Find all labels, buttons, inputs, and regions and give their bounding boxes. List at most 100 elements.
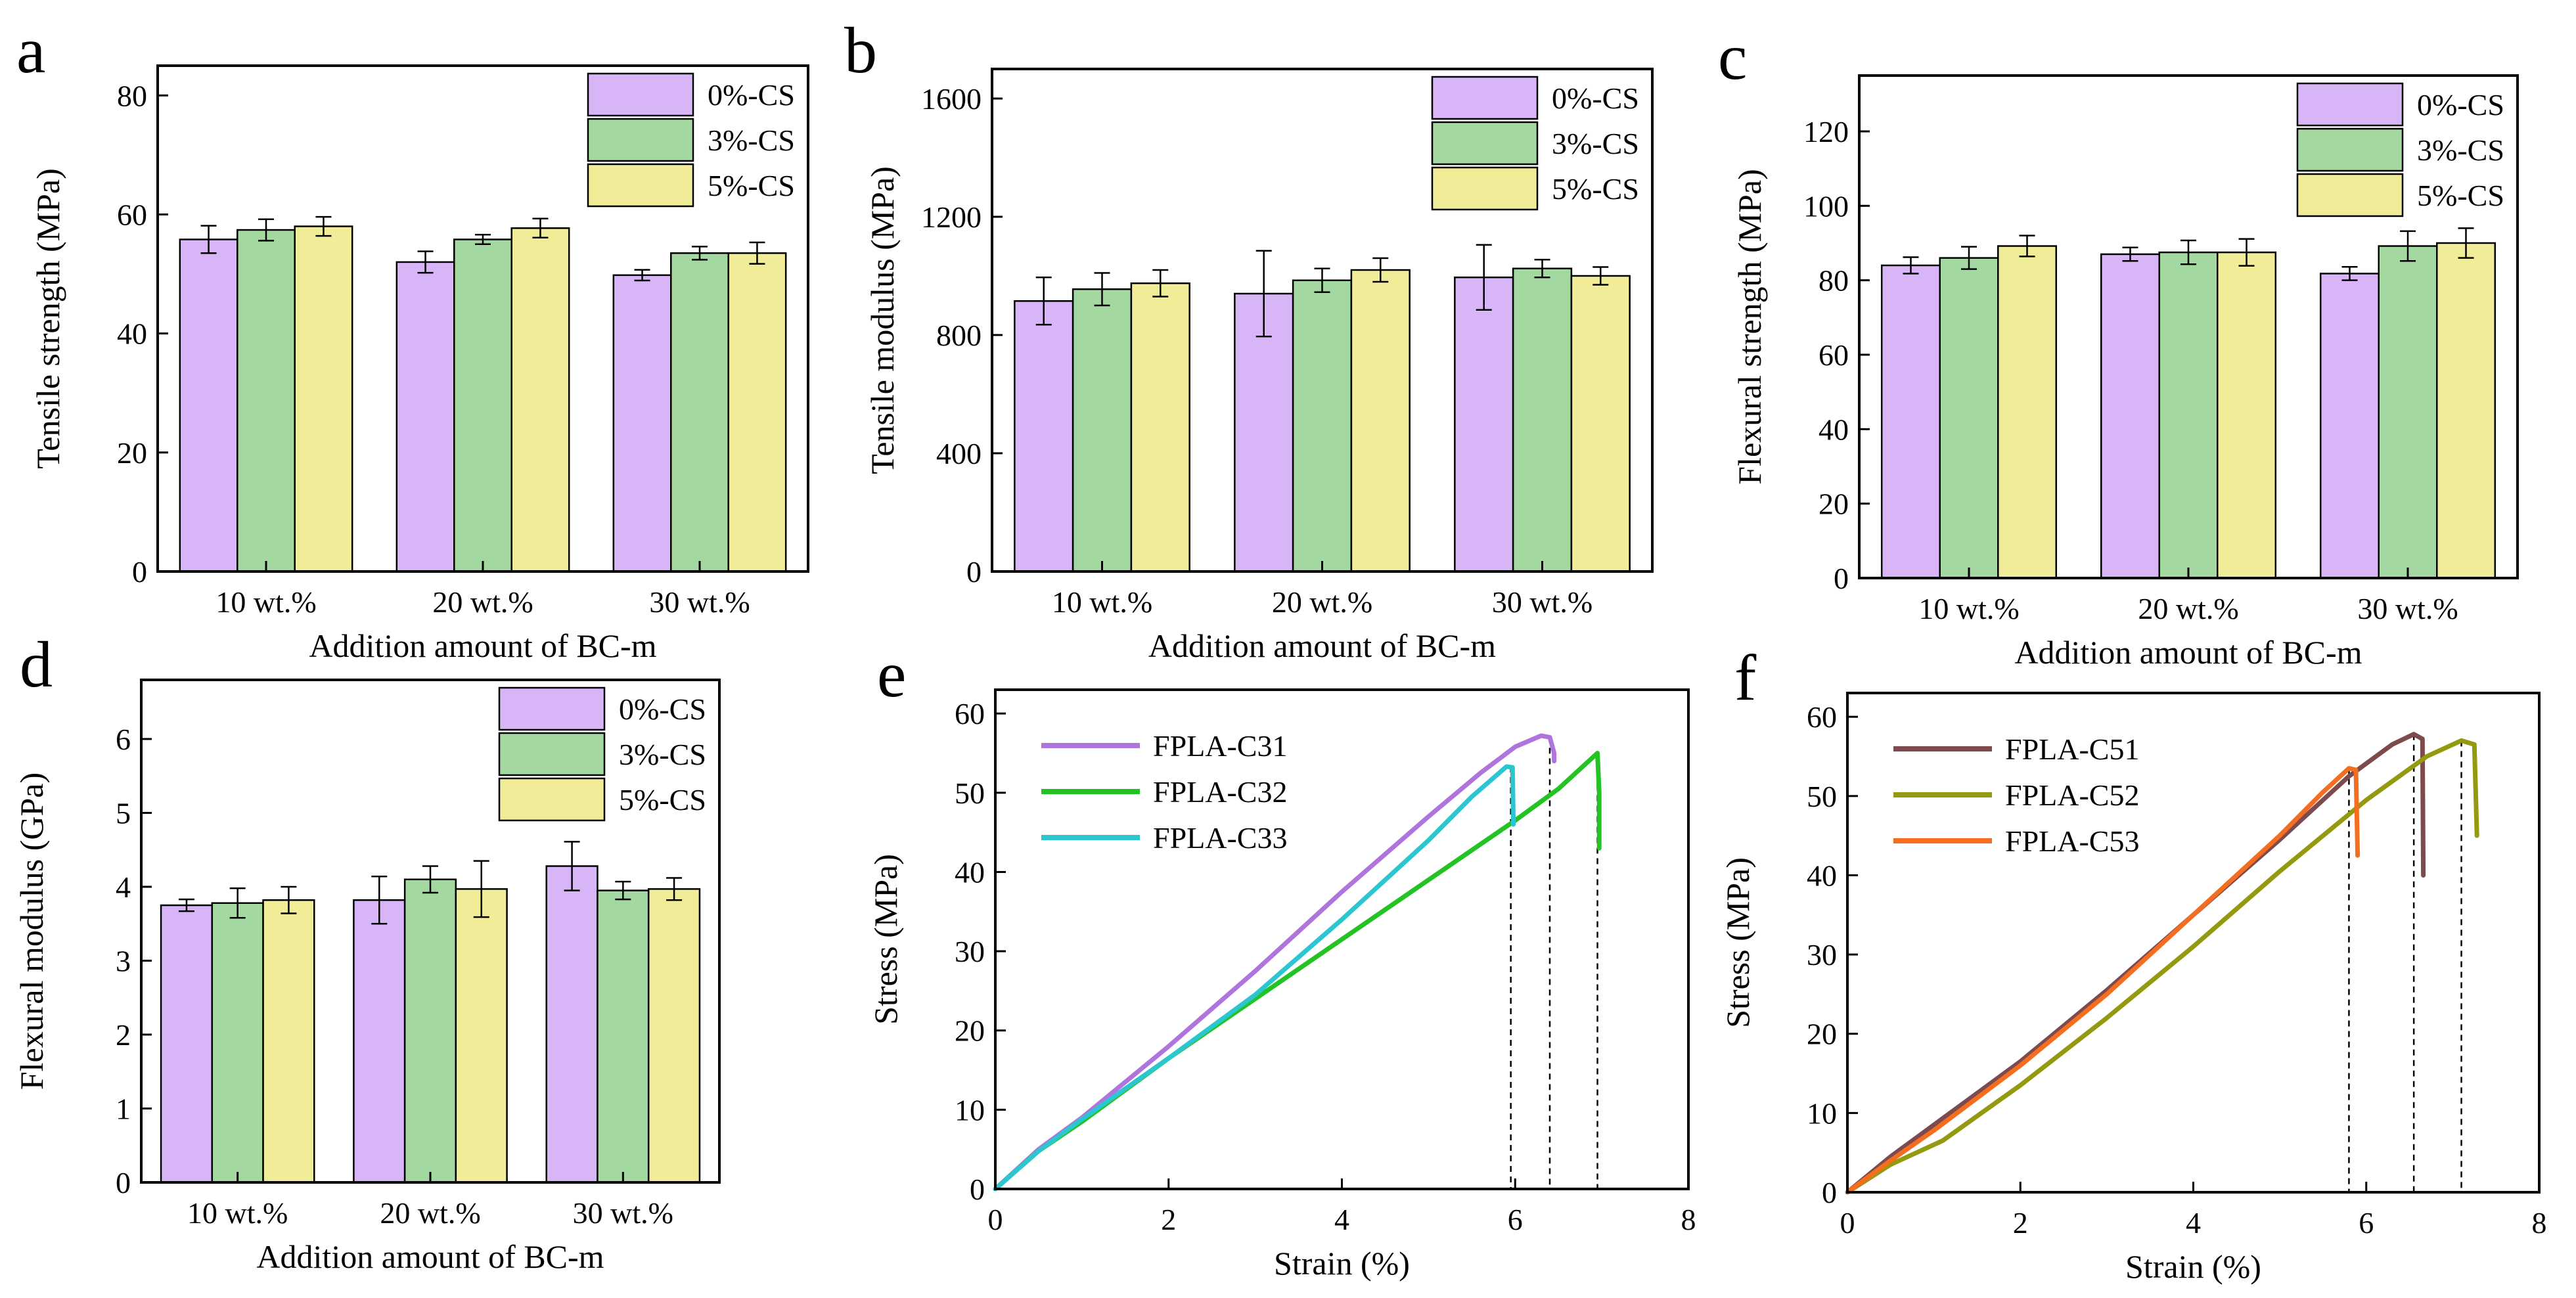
y-tick-label: 60 (1807, 700, 1837, 734)
panel-letter: f (1734, 641, 1757, 714)
y-axis-title: Tensile strength (MPa) (30, 168, 66, 469)
y-tick-label: 10 (1807, 1096, 1837, 1130)
y-tick-label: 50 (955, 776, 985, 810)
x-axis-title: Strain (%) (1274, 1245, 1410, 1282)
legend-swatch (587, 72, 694, 117)
chart-panel-b: b 0 400 800 1200 1600 Tensile modulus (MPa) 10 … (844, 14, 1654, 664)
y-tick-label: 40 (1807, 859, 1837, 892)
legend-label: FPLA-C32 (1153, 775, 1287, 809)
y-tick-label: 30 (955, 935, 985, 968)
bar (294, 225, 353, 573)
bar (1939, 257, 1999, 579)
bar (727, 252, 787, 573)
bar (2100, 253, 2160, 579)
plot-frame-a (156, 64, 809, 573)
y-tick-label: 0 (116, 1166, 131, 1199)
y-tick-label: 40 (1819, 413, 1849, 446)
y-tick-label: 1600 (921, 82, 982, 116)
bar (262, 899, 315, 1184)
y-tick-label: 4 (116, 870, 131, 904)
y-axis-title: Flexural modulus (GPa) (13, 772, 50, 1090)
y-tick-label: 0 (1834, 562, 1849, 595)
legend-label: 5%-CS (2417, 179, 2504, 212)
x-tick-label: 8 (1681, 1203, 1696, 1236)
bar (1512, 267, 1573, 573)
bar (395, 261, 455, 573)
series-line (993, 751, 1602, 1192)
legend-swatch (498, 686, 606, 731)
y-tick-label: 80 (1819, 264, 1849, 298)
panel-letter: d (20, 628, 53, 701)
legend-label: 5%-CS (619, 783, 706, 817)
y-tick-label: 60 (1819, 338, 1849, 372)
x-tick-label: 4 (1334, 1203, 1349, 1236)
x-tick-label: 10 wt.% (1052, 585, 1152, 619)
x-tick-label: 4 (2186, 1206, 2201, 1240)
bar (545, 865, 599, 1184)
bar (1014, 300, 1074, 573)
bar (612, 274, 672, 573)
legend-label: FPLA-C51 (2005, 732, 2139, 766)
x-tick-label: 10 wt.% (187, 1196, 288, 1230)
legend-swatch (587, 163, 694, 208)
legend-swatch (1431, 166, 1539, 211)
legend-label: FPLA-C52 (2005, 778, 2139, 812)
y-tick-label: 20 (117, 436, 147, 470)
bar (237, 229, 296, 573)
bar (2158, 251, 2219, 579)
legend-swatch (1431, 121, 1539, 166)
bar (2217, 251, 2277, 579)
legend-label: 3%-CS (708, 123, 795, 157)
y-tick-label: 120 (1803, 115, 1849, 148)
chart-panel-a: a 0 20 40 60 80 Tensile strength (MPa) 10 wt.% 2… (16, 14, 809, 664)
x-tick-label: 10 wt.% (215, 585, 316, 619)
bar (1880, 264, 1941, 579)
legend-swatch (498, 777, 606, 822)
y-tick-label: 40 (117, 317, 147, 351)
y-tick-label: 20 (955, 1014, 985, 1048)
legend-swatch (498, 732, 606, 776)
legend-swatch (2296, 82, 2404, 127)
y-tick-label: 800 (936, 319, 982, 352)
x-tick-label: 30 wt.% (2357, 592, 2458, 625)
legend-label: FPLA-C31 (1153, 729, 1287, 763)
bar (211, 902, 264, 1184)
y-tick-label: 60 (117, 198, 147, 231)
y-tick-label: 0 (966, 555, 982, 589)
y-tick-label: 40 (955, 855, 985, 889)
x-tick-label: 0 (1840, 1206, 1855, 1240)
legend-label: 3%-CS (2417, 133, 2504, 167)
y-tick-label: 400 (936, 437, 982, 470)
plot-frame-f (1846, 692, 2541, 1194)
y-tick-label: 6 (116, 723, 131, 756)
x-axis-title: Strain (%) (2125, 1248, 2261, 1285)
y-tick-label: 20 (1807, 1018, 1837, 1051)
x-tick-label: 20 wt.% (432, 585, 533, 619)
bar (179, 238, 238, 573)
y-tick-label: 80 (117, 79, 147, 112)
bar (455, 888, 508, 1184)
y-axis-title: Stress (MPa) (867, 854, 904, 1025)
bar (597, 889, 650, 1184)
bar (2319, 273, 2380, 579)
x-tick-label: 20 wt.% (380, 1196, 480, 1230)
bar (403, 878, 457, 1184)
legend-label: 3%-CS (1552, 127, 1639, 160)
plot-frame-e (994, 688, 1690, 1190)
chart-panel-c: c 0 20 40 60 80 100 120 Flexural strength (MPa) 1… (1718, 20, 2519, 671)
y-tick-label: 0 (1822, 1176, 1837, 1209)
bar (1234, 292, 1294, 573)
legend-swatch (2296, 127, 2404, 172)
bar (1130, 282, 1190, 573)
y-tick-label: 10 (955, 1093, 985, 1127)
y-tick-label: 100 (1803, 189, 1849, 223)
plot-frame-c (1858, 74, 2519, 579)
x-tick-label: 2 (2013, 1206, 2028, 1240)
bar (670, 252, 729, 573)
series-line (1845, 738, 2479, 1195)
legend-label: 0%-CS (1552, 81, 1639, 115)
x-axis-title: Addition amount of BC-m (1148, 627, 1496, 664)
legend-label: FPLA-C33 (1153, 821, 1287, 855)
bar (1350, 269, 1411, 573)
chart-panel-e: e 0 10 20 30 40 50 60 Stress (MPa) 0 2 4 6 8 Strain (%… (867, 638, 1696, 1282)
